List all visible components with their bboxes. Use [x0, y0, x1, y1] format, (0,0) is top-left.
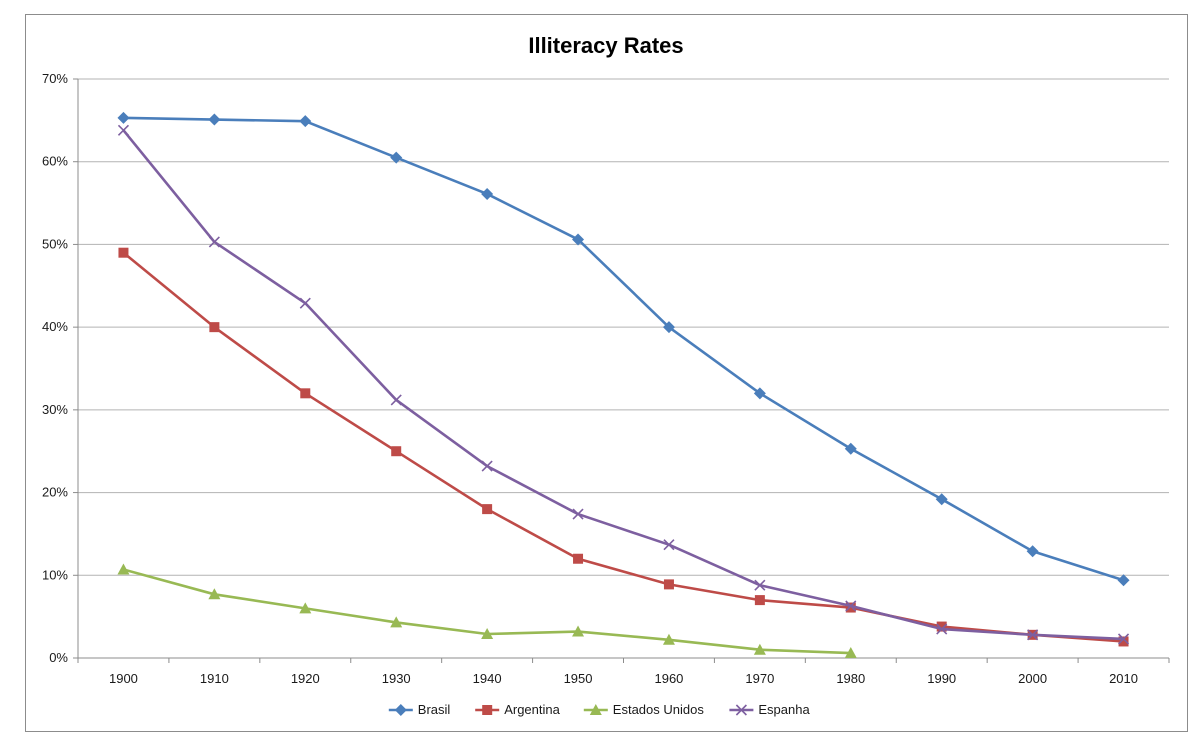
data-point-espanha [481, 460, 493, 472]
series-estados-unidos [117, 563, 857, 659]
x-tick-label: 1950 [564, 671, 593, 686]
data-point-espanha [936, 623, 948, 635]
data-point-estados-unidos [390, 616, 403, 628]
y-tick-label: 40% [42, 319, 68, 334]
legend-label: Estados Unidos [613, 702, 705, 717]
data-point-brasil [935, 493, 948, 506]
legend-label: Argentina [504, 702, 560, 717]
data-point-estados-unidos [481, 628, 494, 640]
x-tick-label: 1970 [745, 671, 774, 686]
data-point-brasil [753, 387, 766, 400]
data-point-estados-unidos [662, 633, 675, 645]
series-argentina [118, 247, 1129, 647]
x-tick-label: 2000 [1018, 671, 1047, 686]
data-point-espanha [754, 579, 766, 591]
data-point-brasil [208, 113, 221, 126]
series-line-estados-unidos [123, 568, 851, 655]
legend-label: Brasil [418, 702, 451, 717]
legend-marker [394, 704, 407, 716]
chart-title: Illiteracy Rates [528, 33, 683, 58]
legend-item-brasil: Brasil [388, 702, 451, 717]
x-axis-ticks: 1900 1910 1920 1930 1940 1950 1960 1970 1980 1990… [77, 658, 1170, 686]
series-brasil [117, 111, 1130, 587]
legend-marker [589, 704, 602, 715]
chart-frame: Illiteracy Rates 0% 10% 20% 30% 40% 50% 60% 70%… [25, 14, 1188, 732]
line-chart: Illiteracy Rates 0% 10% 20% 30% 40% 50% 60% 70%… [42, 33, 1170, 717]
data-point-brasil [117, 111, 130, 124]
x-tick-label: 1900 [109, 671, 138, 686]
data-point-argentina [300, 388, 311, 399]
data-point-brasil [1117, 574, 1130, 587]
y-tick-label: 60% [42, 154, 68, 169]
data-point-brasil [390, 151, 403, 164]
data-point-brasil [572, 233, 585, 246]
data-point-argentina [1118, 636, 1129, 647]
data-point-argentina [663, 579, 674, 590]
data-point-brasil [481, 187, 494, 200]
series-espanha [117, 124, 1130, 645]
data-point-argentina [118, 247, 129, 258]
data-point-espanha [208, 236, 220, 248]
legend-item-espanha: Espanha [729, 702, 810, 717]
data-point-espanha [572, 508, 584, 520]
y-tick-label: 50% [42, 236, 68, 251]
legend: Brasil Argentina Estados Unidos Espanha [388, 702, 810, 717]
x-tick-label: 1980 [836, 671, 865, 686]
x-tick-label: 2010 [1109, 671, 1138, 686]
data-point-espanha [1117, 633, 1130, 645]
gridlines [73, 78, 1169, 659]
data-point-brasil [299, 115, 312, 128]
data-point-estados-unidos [117, 563, 130, 575]
data-point-estados-unidos [844, 647, 857, 659]
x-tick-label: 1910 [200, 671, 229, 686]
series-line-argentina [122, 251, 1124, 643]
x-tick-label: 1940 [473, 671, 502, 686]
x-tick-label: 1960 [654, 671, 683, 686]
data-point-argentina [482, 504, 493, 515]
legend-marker [735, 704, 747, 716]
legend-item-estados-unidos: Estados Unidos [583, 702, 705, 717]
data-point-argentina [209, 322, 220, 333]
data-point-argentina [936, 621, 947, 632]
data-point-espanha [390, 394, 402, 406]
legend-marker [482, 705, 493, 715]
data-point-brasil [844, 442, 857, 455]
legend-label: Espanha [758, 702, 810, 717]
x-tick-label: 1930 [382, 671, 411, 686]
x-tick-label: 1990 [927, 671, 956, 686]
y-tick-label: 20% [42, 485, 68, 500]
series-group [117, 111, 1130, 659]
y-tick-label: 70% [42, 71, 68, 86]
y-axis-ticks: 0% 10% 20% 30% 40% 50% 60% 70% [42, 71, 68, 665]
data-point-argentina [391, 446, 402, 457]
data-point-estados-unidos [208, 588, 221, 600]
data-point-argentina [754, 595, 765, 606]
data-point-espanha [1027, 629, 1039, 641]
data-point-argentina [845, 602, 856, 613]
series-line-brasil [123, 116, 1124, 582]
y-tick-label: 0% [49, 650, 68, 665]
legend-item-argentina: Argentina [475, 702, 561, 717]
data-point-espanha [663, 539, 675, 551]
data-point-brasil [1026, 545, 1039, 558]
data-point-argentina [573, 553, 584, 564]
data-point-estados-unidos [753, 643, 766, 655]
data-point-espanha [299, 297, 311, 309]
x-tick-label: 1920 [291, 671, 320, 686]
series-line-espanha [122, 129, 1124, 641]
data-point-estados-unidos [299, 602, 312, 614]
data-point-estados-unidos [572, 625, 585, 637]
data-point-espanha [845, 600, 857, 612]
y-tick-label: 30% [42, 402, 68, 417]
y-tick-label: 10% [42, 567, 68, 582]
data-point-espanha [117, 124, 130, 136]
data-point-brasil [662, 321, 675, 334]
